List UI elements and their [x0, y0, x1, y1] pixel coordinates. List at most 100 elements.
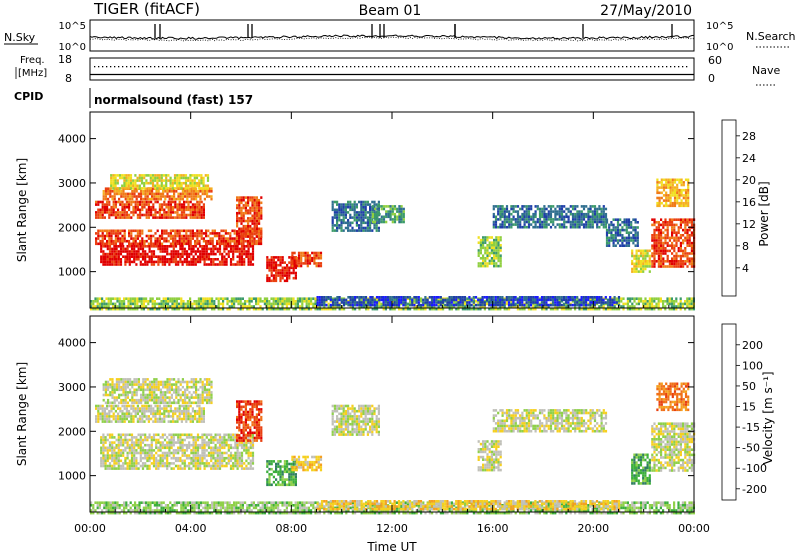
data-cell [666, 223, 669, 227]
data-cell [499, 262, 502, 265]
data-cell [212, 247, 215, 251]
data-cell [270, 297, 273, 300]
data-cell [499, 303, 502, 307]
data-cell [687, 201, 690, 205]
data-cell [658, 191, 661, 195]
data-cell [251, 219, 254, 223]
data-cell [505, 302, 508, 306]
data-cell [139, 247, 142, 251]
data-cell [327, 307, 330, 311]
data-cell [580, 205, 583, 208]
data-cell [499, 205, 502, 208]
data-cell [146, 195, 149, 198]
data-cell [157, 258, 160, 261]
data-cell [104, 195, 107, 198]
data-cell [110, 174, 113, 177]
data-cell [631, 305, 634, 308]
data-cell [168, 195, 171, 198]
data-cell [488, 259, 491, 263]
data-cell [389, 212, 392, 216]
data-cell [582, 301, 585, 304]
data-cell [344, 208, 347, 212]
data-cell [549, 307, 552, 311]
data-cell [684, 218, 687, 221]
data-cell [200, 237, 203, 240]
data-cell [225, 245, 228, 248]
data-cell [660, 218, 663, 221]
data-cell [198, 208, 201, 212]
data-cell [205, 232, 208, 235]
data-cell [527, 220, 531, 224]
data-cell [690, 241, 693, 245]
data-cell [133, 250, 136, 253]
data-cell [682, 201, 685, 205]
data-cell [413, 307, 416, 311]
power-x-ticks [89, 112, 695, 308]
data-cell [101, 205, 104, 209]
data-cell [634, 218, 637, 221]
data-cell [200, 213, 203, 217]
data-cell [602, 207, 605, 211]
data-cell [127, 187, 130, 190]
data-cell [662, 236, 665, 240]
data-cell [397, 296, 401, 299]
data-cell [598, 305, 601, 308]
data-cell [112, 174, 115, 177]
data-cell [160, 305, 163, 308]
data-cell [345, 301, 348, 304]
data-cell [102, 195, 105, 198]
data-cell [493, 238, 496, 242]
data-cell [510, 207, 513, 211]
data-cell [345, 302, 348, 306]
data-cell [181, 245, 184, 248]
data-cell [636, 231, 639, 234]
data-cell [688, 302, 691, 306]
data-cell [486, 244, 489, 247]
data-cell [668, 223, 671, 227]
data-cell [510, 205, 513, 208]
data-cell [100, 260, 103, 264]
data-cell [688, 221, 691, 224]
data-cell [148, 190, 151, 193]
data-cell [114, 179, 117, 182]
data-cell [386, 303, 390, 307]
data-cell [286, 263, 289, 267]
data-cell [181, 255, 184, 258]
data-cell [679, 223, 682, 227]
data-cell [344, 221, 347, 225]
data-cell [141, 203, 144, 206]
data-cell [637, 249, 640, 253]
data-cell [571, 300, 574, 303]
data-cell [655, 226, 658, 229]
data-cell [629, 305, 632, 308]
data-cell [187, 234, 190, 238]
data-cell [679, 254, 682, 258]
data-cell [347, 221, 350, 225]
data-cell [578, 215, 581, 219]
data-cell [138, 297, 141, 300]
data-cell [658, 201, 661, 205]
data-cell [655, 241, 658, 245]
data-cell [560, 210, 564, 213]
data-cell [99, 213, 102, 217]
data-cell [113, 436, 116, 439]
data-cell [227, 245, 230, 248]
data-cell [123, 211, 126, 214]
data-cell [122, 443, 125, 447]
data-cell [122, 441, 125, 444]
data-cell [673, 226, 676, 229]
data-cell [580, 210, 583, 213]
data-cell [367, 305, 370, 308]
data-cell [251, 239, 254, 243]
data-cell [569, 298, 572, 302]
data-cell [690, 234, 693, 237]
data-cell [215, 305, 218, 308]
data-cell [529, 296, 533, 299]
data-cell [191, 232, 194, 235]
data-cell [192, 247, 195, 251]
data-cell [306, 262, 309, 265]
data-cell [610, 228, 613, 232]
data-cell [662, 178, 666, 182]
data-cell [340, 213, 343, 217]
data-cell [240, 201, 243, 205]
